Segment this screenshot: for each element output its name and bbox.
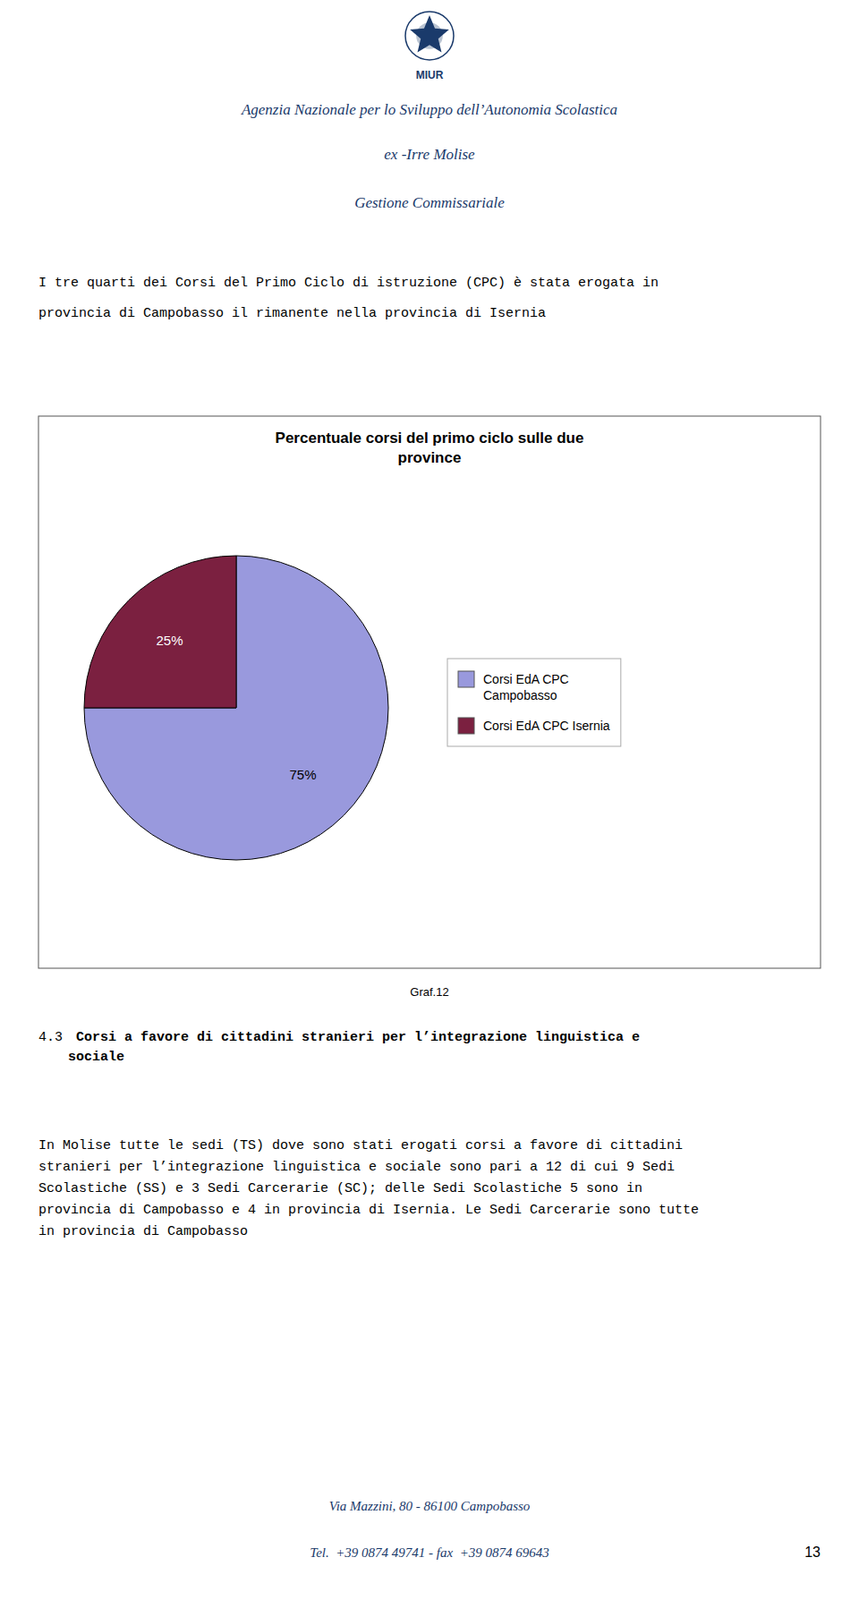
body-line: In Molise tutte le sedi (TS) dove sono s… bbox=[38, 1138, 683, 1154]
pie-slice bbox=[84, 555, 389, 860]
emblem-ring bbox=[405, 11, 454, 60]
section-number: 4.3 bbox=[38, 1029, 63, 1046]
data-label: 25% bbox=[155, 632, 183, 648]
legend-entry: Corsi EdA CPC Isernia bbox=[483, 718, 611, 733]
intro-line: I tre quarti dei Corsi del Primo Ciclo d… bbox=[38, 275, 659, 291]
legend-swatch bbox=[458, 671, 475, 688]
text-line: provincia di Campobasso e 4 in provincia… bbox=[38, 1202, 699, 1218]
text-line: Graf.12 bbox=[409, 985, 449, 999]
emblem bbox=[405, 11, 454, 60]
body-line: in provincia di Campobasso bbox=[38, 1224, 248, 1240]
text-line: Corsi a favore di cittadini stranieri pe… bbox=[68, 1029, 640, 1046]
text-line: ex -Irre Molise bbox=[383, 145, 476, 163]
page-number: 13 bbox=[804, 1544, 821, 1560]
logo-label: MIUR bbox=[416, 68, 444, 82]
page: MIUR Agenzia Nazionale per lo Sviluppo de… bbox=[0, 0, 859, 1600]
header-line: Gestione Commissariale bbox=[354, 194, 505, 212]
text-line: 13 bbox=[804, 1544, 821, 1560]
text-line: 4.3 bbox=[38, 1029, 63, 1046]
text-line: MIUR bbox=[416, 68, 444, 82]
chart-frame bbox=[38, 416, 821, 969]
legend-swatch bbox=[458, 717, 475, 734]
body-line: provincia di Campobasso e 4 in provincia… bbox=[38, 1202, 699, 1218]
footer-line: Via Mazzini, 80 - 86100 Campobasso bbox=[329, 1498, 531, 1514]
text-line: Corsi EdA CPC bbox=[483, 671, 570, 687]
text-line: Agenzia Nazionale per lo Sviluppo dell’A… bbox=[240, 101, 618, 119]
intro-line: provincia di Campobasso il rimanente nel… bbox=[38, 306, 546, 322]
text-line: Via Mazzini, 80 - 86100 Campobasso bbox=[329, 1498, 531, 1514]
page-background bbox=[0, 0, 859, 1600]
text-line: Corsi EdA CPC Isernia bbox=[483, 718, 611, 733]
section-heading: Corsi a favore di cittadini stranieri pe… bbox=[68, 1029, 640, 1065]
body-line: stranieri per l’integrazione linguistica… bbox=[38, 1159, 675, 1175]
footer-line: Tel. +39 0874 49741 - fax +39 0874 69643 bbox=[309, 1545, 550, 1560]
legend: Corsi EdA CPCCampobasso Corsi EdA CPC Ise… bbox=[447, 658, 621, 747]
body-line: Scolastiche (SS) e 3 Sedi Carcerarie (SC… bbox=[38, 1181, 643, 1197]
legend-entry: Corsi EdA CPCCampobasso bbox=[483, 671, 570, 703]
header-line: ex -Irre Molise bbox=[383, 145, 476, 163]
figure-label: Graf.12 bbox=[409, 985, 449, 999]
text-line: provincia di Campobasso il rimanente nel… bbox=[38, 306, 546, 322]
header-line: Agenzia Nazionale per lo Sviluppo dell’A… bbox=[240, 101, 618, 119]
text-line: 75% bbox=[289, 766, 317, 783]
text-line: Gestione Commissariale bbox=[354, 194, 505, 212]
pie bbox=[84, 555, 389, 860]
text-line: I tre quarti dei Corsi del Primo Ciclo d… bbox=[38, 275, 659, 291]
text-line: Scolastiche (SS) e 3 Sedi Carcerarie (SC… bbox=[38, 1181, 643, 1197]
text-line: in provincia di Campobasso bbox=[38, 1224, 248, 1240]
text-line: Campobasso bbox=[483, 688, 558, 703]
text-line: stranieri per l’integrazione linguistica… bbox=[38, 1159, 675, 1175]
text-line: Tel. +39 0874 49741 - fax +39 0874 69643 bbox=[309, 1545, 550, 1560]
emblem-star bbox=[409, 15, 450, 53]
text-line: In Molise tutte le sedi (TS) dove sono s… bbox=[38, 1138, 683, 1154]
text-line: Percentuale corsi del primo ciclo sulle … bbox=[275, 429, 585, 447]
chart-title: Percentuale corsi del primo ciclo sulle … bbox=[275, 429, 585, 467]
data-label: 75% bbox=[289, 766, 317, 783]
legend-frame bbox=[447, 658, 621, 747]
pie-labels: 75% 25% bbox=[155, 632, 316, 782]
text-line: sociale bbox=[68, 1049, 125, 1065]
text-line: province bbox=[398, 449, 462, 467]
text-line: 25% bbox=[155, 632, 183, 648]
pie-slice bbox=[84, 555, 237, 708]
